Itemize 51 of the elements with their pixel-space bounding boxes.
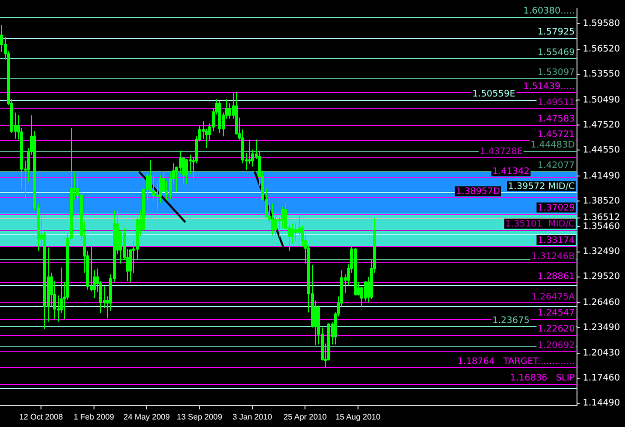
ref-line-label: 1.45721 [538, 130, 575, 140]
ref-line-label: 1.39572 MID/C [508, 182, 575, 192]
ref-line-label: 1.22620 [538, 324, 576, 335]
y-tick-label: 1.20430 [582, 348, 620, 359]
y-tick-label: 1.50490 [582, 95, 620, 106]
ref-line-label: 1.33174 [538, 236, 576, 246]
ref-line-label: 1.37029 [538, 203, 576, 214]
ref-line-label: 1.53097 [538, 68, 575, 78]
x-tick-label: 3 Jan 2010 [232, 412, 273, 422]
y-tick-label: 1.38520 [582, 196, 620, 206]
ref-line-label: 1.23675 [492, 316, 530, 326]
y-tick-label: 1.26460 [582, 298, 620, 308]
x-tick-label: 15 Aug 2010 [335, 412, 381, 422]
ref-line-label: 1.47583 [538, 114, 575, 124]
y-tick-label: 1.59580 [582, 18, 620, 29]
ref-line-label: 1.44483D [530, 140, 575, 151]
ref-line-label: 1.38957D [456, 187, 500, 198]
ref-line-label: 1.55469 [538, 48, 576, 58]
y-tick-label: 1.35460 [582, 222, 620, 232]
y-tick-label: 1.36512 [582, 213, 620, 224]
y-tick-label: 1.29520 [582, 272, 620, 282]
y-tick-label: 1.44550 [582, 146, 620, 156]
x-tick-label: 25 Apr 2010 [284, 412, 328, 422]
ref-line-label: 1.51439..... [523, 82, 575, 92]
y-tick-label: 1.17460 [582, 374, 620, 384]
ref-line-label: 1.49511 [538, 98, 575, 108]
y-tick-label: 1.47520 [582, 120, 620, 130]
x-tick-label: 12 Oct 2008 [19, 412, 64, 422]
x-tick-label: 1 Feb 2009 [74, 412, 115, 422]
y-tick-label: 1.14490 [582, 398, 620, 409]
ref-line-label: 1.18764 TARGET............. [457, 357, 575, 368]
y-tick-label: 1.56520 [582, 44, 620, 55]
ref-line-label: 1.24547 [538, 308, 575, 319]
y-tick-label: 1.23490 [582, 322, 620, 333]
x-tick-label: 13 Sep 2009 [176, 412, 223, 422]
ref-line-label: 1.57925 [538, 27, 575, 38]
ref-line-label: 1.26475A [531, 292, 576, 302]
y-tick-label: 1.32490 [582, 247, 620, 258]
ref-line-label: 1.35101 MID/C [505, 220, 575, 230]
ref-line-label: 1.20692 [538, 340, 575, 351]
y-tick-label: 1.53550 [582, 70, 620, 80]
ref-line-label: 1.43728E [480, 146, 523, 157]
ref-line-label: 1.41342 [492, 167, 530, 178]
ref-line-label: 1.60380..... [523, 6, 575, 17]
ref-line-label: 1.50559E [472, 89, 516, 100]
ref-line-label: 1.42077 [538, 160, 575, 171]
ref-line-label: 1.16836 SLIP [510, 373, 576, 384]
x-tick-label: 24 May 2009 [124, 412, 170, 422]
ref-line-label: 1.28861 [538, 272, 575, 282]
y-tick-label: 1.41490 [582, 171, 620, 182]
ref-line-label: 1.31246B [531, 252, 575, 262]
